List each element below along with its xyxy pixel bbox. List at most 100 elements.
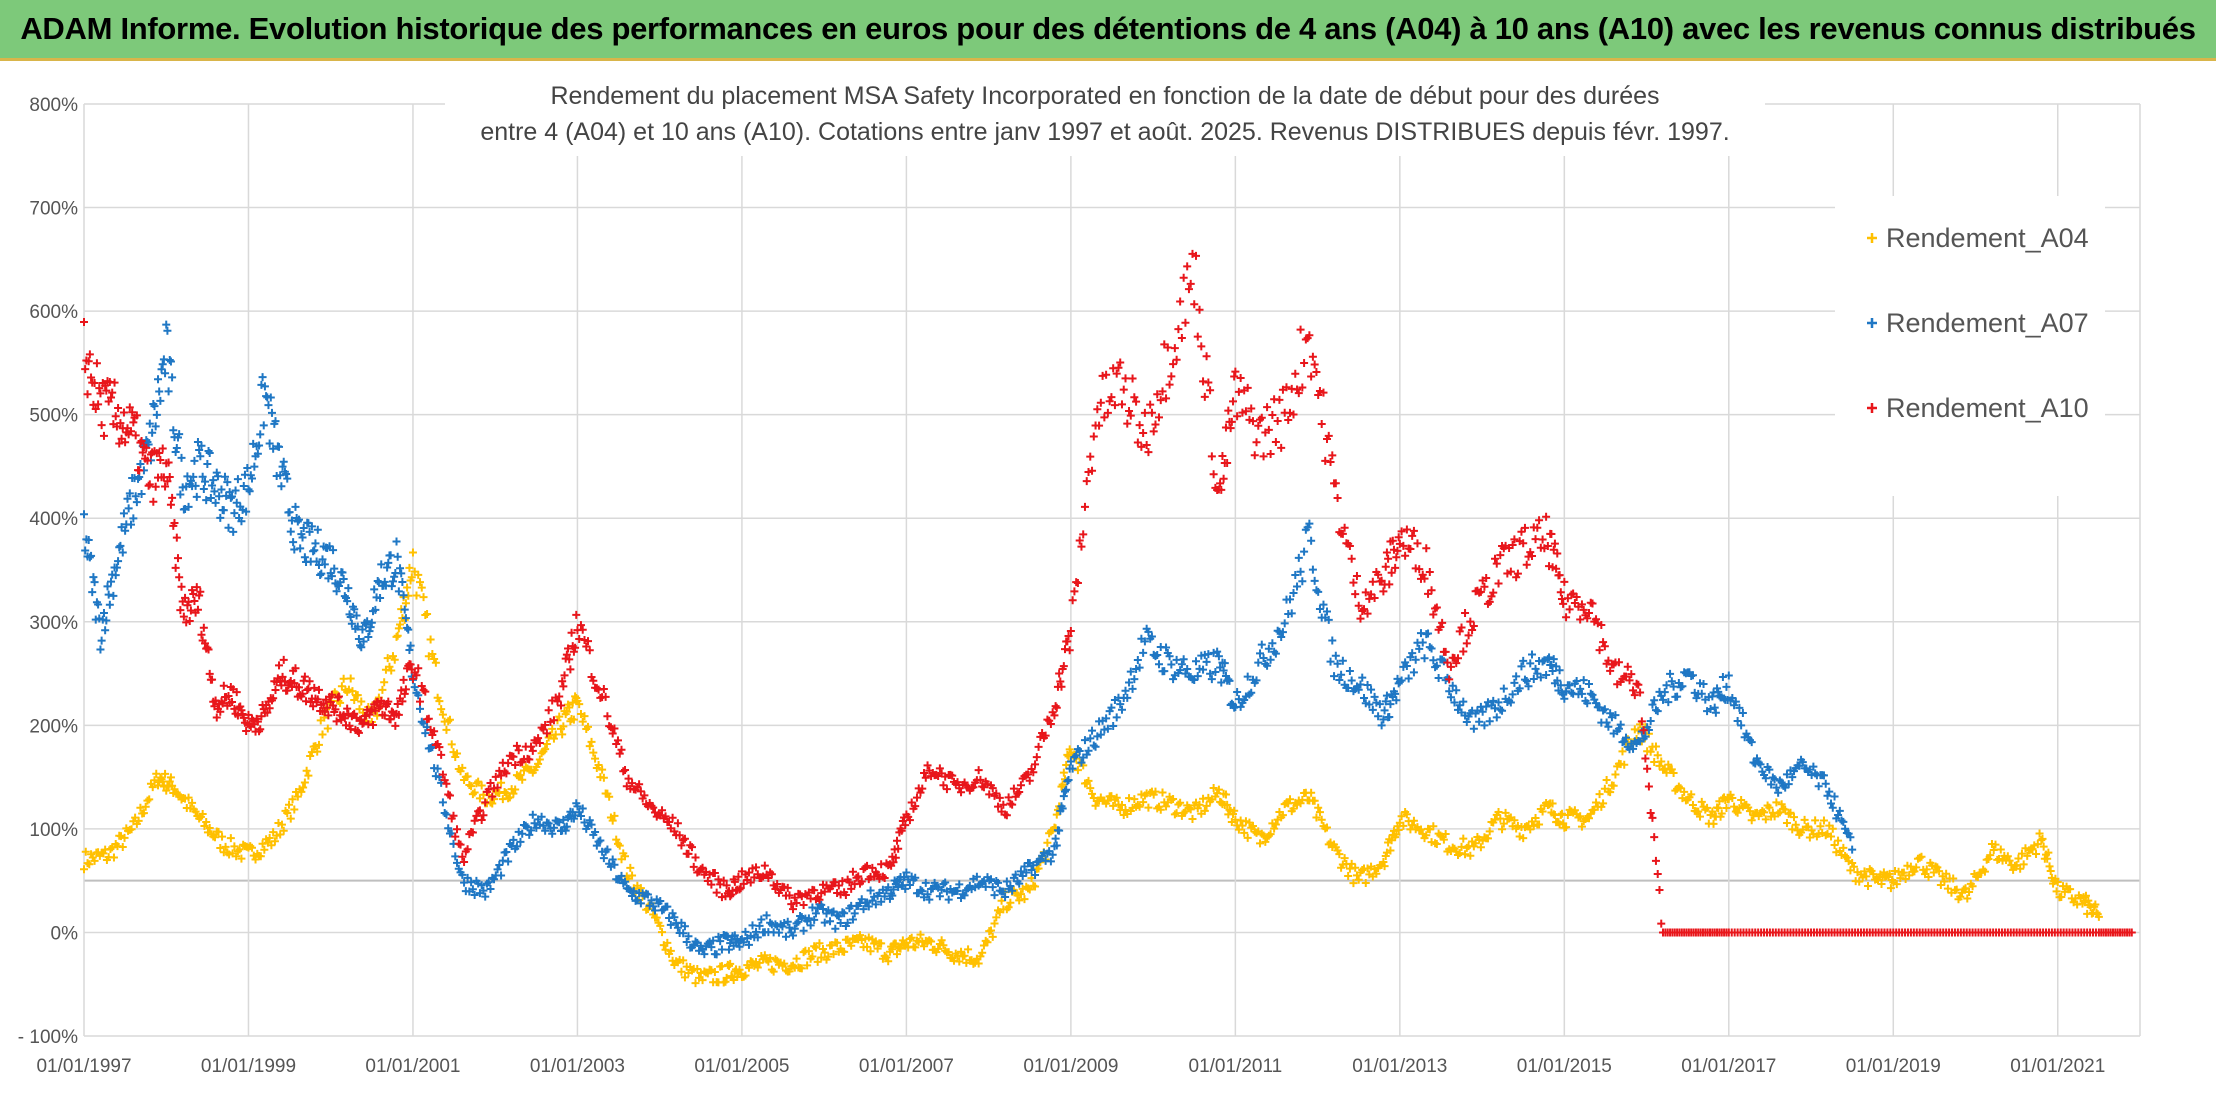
data-point [484, 785, 493, 794]
data-point [1528, 552, 1537, 561]
data-point [628, 779, 637, 788]
data-point [1688, 671, 1697, 680]
data-point [1331, 479, 1340, 488]
data-point [202, 818, 211, 827]
data-point [1323, 823, 1331, 832]
data-point [1664, 698, 1673, 707]
data-point [649, 902, 658, 911]
data-point [1056, 677, 1065, 686]
data-point [1576, 684, 1585, 693]
data-point [1382, 548, 1391, 557]
data-point [346, 613, 355, 622]
data-point [613, 839, 622, 848]
data-point [983, 938, 992, 947]
data-point [1461, 850, 1470, 859]
data-point [687, 843, 696, 852]
data-point [1397, 527, 1406, 536]
data-point [354, 634, 363, 643]
data-point [1862, 872, 1871, 881]
data-point [218, 699, 227, 708]
data-point [1517, 662, 1526, 671]
data-point [571, 643, 580, 652]
data-point [677, 967, 686, 976]
data-point [668, 813, 677, 822]
data-point [358, 625, 367, 634]
data-point [91, 404, 100, 413]
data-point [121, 526, 130, 535]
data-point [1609, 781, 1618, 790]
data-point [1312, 813, 1321, 822]
data-point [1307, 372, 1316, 381]
data-point [339, 574, 348, 583]
data-point [806, 921, 815, 930]
data-point [1989, 846, 1998, 855]
data-point [1506, 567, 1515, 576]
data-point [1441, 829, 1450, 838]
data-point [186, 606, 195, 615]
data-point [264, 401, 273, 410]
data-point [528, 746, 537, 755]
data-point [1443, 658, 1452, 667]
data-point [353, 622, 362, 631]
data-point [1289, 410, 1298, 419]
data-point [1445, 675, 1454, 684]
data-point [994, 906, 1003, 915]
data-point [237, 517, 246, 526]
data-point [1731, 697, 1740, 706]
data-point [1312, 586, 1321, 595]
data-point [1154, 413, 1163, 422]
data-point [1406, 545, 1415, 554]
data-point [944, 895, 953, 904]
data-point [1086, 784, 1095, 793]
legend-marker [1867, 318, 1877, 328]
data-point [575, 635, 584, 644]
data-point [336, 698, 345, 707]
data-point [1356, 680, 1365, 689]
data-point [1549, 655, 1558, 664]
data-point [1300, 547, 1309, 556]
data-point [760, 951, 769, 960]
data-point [1480, 721, 1489, 730]
data-point [666, 920, 675, 929]
data-point [1144, 803, 1153, 812]
data-point [601, 692, 610, 701]
data-point [313, 695, 322, 704]
data-point [826, 917, 835, 926]
data-point [889, 885, 898, 894]
data-point [710, 967, 719, 976]
data-point [1096, 398, 1105, 407]
data-point [1247, 404, 1256, 413]
data-point [1579, 676, 1588, 685]
data-point [475, 806, 484, 815]
data-point [145, 480, 154, 489]
data-point [599, 685, 608, 694]
data-point [1243, 672, 1252, 681]
data-point [1213, 647, 1222, 656]
data-point [226, 493, 235, 502]
data-point [889, 858, 898, 867]
data-point [1351, 590, 1360, 599]
data-point [1583, 699, 1592, 708]
data-point [1349, 578, 1358, 587]
data-point [90, 379, 99, 388]
data-point [219, 681, 228, 690]
data-point [1469, 724, 1478, 733]
data-point [451, 852, 460, 861]
data-point [1002, 877, 1011, 886]
data-point [1555, 666, 1564, 675]
data-point [126, 427, 135, 436]
data-point [343, 704, 352, 713]
data-point [691, 853, 700, 862]
data-point [1556, 681, 1565, 690]
data-point [1781, 805, 1790, 814]
data-point [1294, 553, 1303, 562]
data-point [1317, 815, 1326, 824]
data-point [1482, 574, 1491, 583]
data-point [1499, 684, 1508, 693]
data-point [314, 740, 323, 749]
data-point [1761, 815, 1770, 824]
data-point [1543, 541, 1552, 550]
data-point [1535, 516, 1544, 525]
data-point [553, 697, 562, 706]
